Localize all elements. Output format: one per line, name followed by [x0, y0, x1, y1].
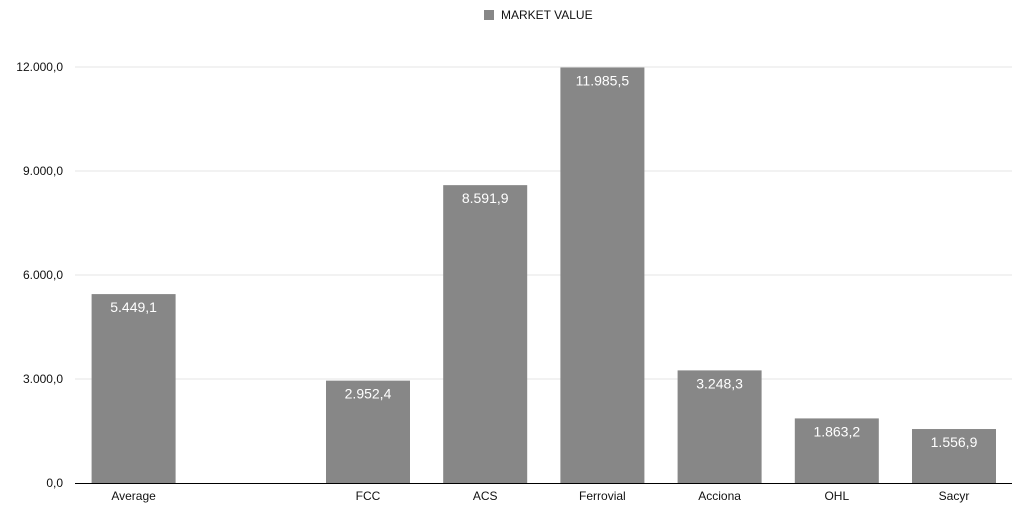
y-tick-label: 9.000,0 [23, 164, 63, 178]
bar [560, 67, 645, 483]
x-tick-label: Ferrovial [579, 489, 626, 503]
bar [912, 429, 996, 483]
data-label: 5.449,1 [110, 299, 157, 315]
y-tick-label: 12.000,0 [16, 60, 63, 74]
x-tick-label: FCC [356, 489, 381, 503]
x-tick-label: ACS [473, 489, 498, 503]
legend-swatch [484, 10, 494, 20]
data-label: 1.863,2 [813, 423, 860, 439]
legend-label: MARKET VALUE [501, 8, 593, 22]
data-label: 1.556,9 [931, 434, 978, 450]
bar [443, 185, 528, 483]
x-tick-label: Acciona [698, 489, 741, 503]
data-label: 11.985,5 [576, 73, 630, 89]
bar [326, 380, 410, 483]
bar [794, 418, 879, 483]
data-label: 8.591,9 [462, 190, 509, 206]
data-label: 2.952,4 [345, 386, 392, 402]
x-tick-label: OHL [824, 489, 849, 503]
y-tick-label: 6.000,0 [23, 268, 63, 282]
bar [91, 294, 176, 483]
x-tick-label: Sacyr [939, 489, 970, 503]
data-label: 3.248,3 [696, 375, 743, 391]
legend: MARKET VALUE [484, 8, 593, 22]
bar [677, 370, 762, 483]
x-tick-label: Average [111, 489, 156, 503]
y-tick-label: 0,0 [46, 476, 63, 490]
y-tick-label: 3.000,0 [23, 372, 63, 386]
